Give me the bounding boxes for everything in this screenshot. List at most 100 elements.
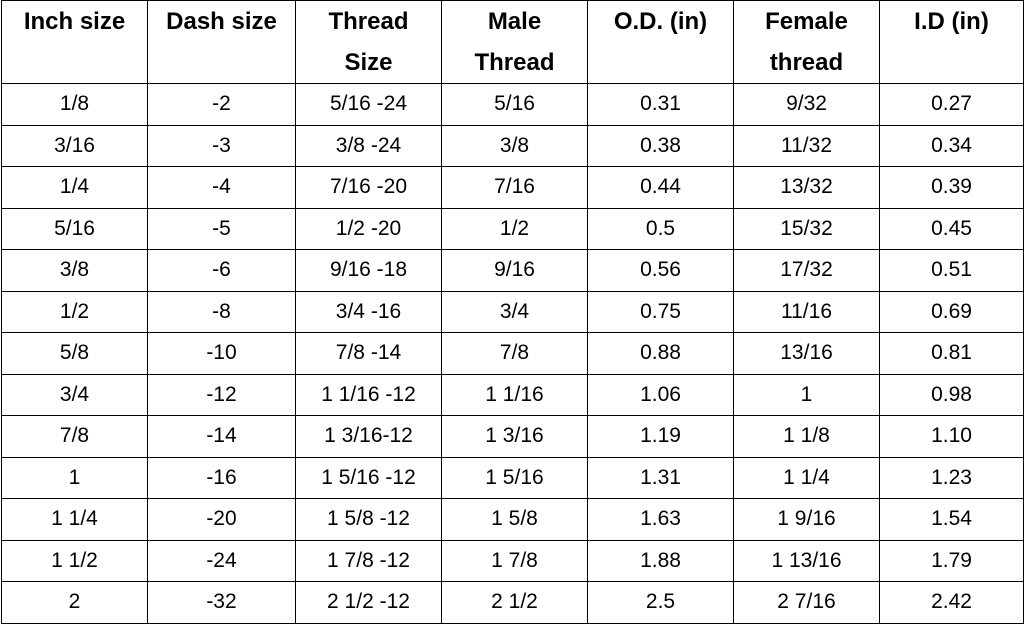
header-line: O.D. (in) [613, 8, 708, 35]
cell-dash-size: -12 [147, 373, 296, 416]
cell-male-thread: 1 7/8 [441, 539, 588, 582]
cell-od: 0.75 [587, 290, 734, 333]
header-line: Thread [328, 8, 409, 35]
cell-dash-size: -8 [147, 290, 296, 333]
cell-inch-size: 3/8 [1, 249, 148, 292]
cell-id: 0.39 [879, 166, 1024, 209]
cell-thread-size: 1 5/16 -12 [295, 456, 442, 499]
cell-male-thread: 1 5/8 [441, 498, 588, 541]
header-line: Inch size [23, 8, 126, 35]
table-row: 5/16 -5 1/2 -20 1/2 0.5 15/32 0.45 [1, 207, 1024, 250]
cell-od: 2.5 [587, 581, 734, 624]
cell-female-thread: 15/32 [733, 207, 880, 250]
cell-female-thread: 1 13/16 [733, 539, 880, 582]
cell-inch-size: 2 [1, 581, 148, 624]
cell-inch-size: 1 [1, 456, 148, 499]
cell-id: 0.34 [879, 124, 1024, 167]
table-header-row: Inch size Dash size Thread Size Male Thr… [1, 0, 1024, 84]
cell-od: 0.56 [587, 249, 734, 292]
cell-inch-size: 3/16 [1, 124, 148, 167]
cell-id: 0.45 [879, 207, 1024, 250]
cell-female-thread: 1 1/4 [733, 456, 880, 499]
cell-inch-size: 1/4 [1, 166, 148, 209]
table-row: 2 -32 2 1/2 -12 2 1/2 2.5 2 7/16 2.42 [1, 581, 1024, 624]
cell-dash-size: -14 [147, 415, 296, 458]
cell-dash-size: -32 [147, 581, 296, 624]
cell-dash-size: -3 [147, 124, 296, 167]
cell-dash-size: -20 [147, 498, 296, 541]
cell-id: 0.81 [879, 332, 1024, 375]
cell-male-thread: 1/2 [441, 207, 588, 250]
header-line: Dash size [166, 8, 277, 35]
cell-thread-size: 3/4 -16 [295, 290, 442, 333]
cell-dash-size: -4 [147, 166, 296, 209]
cell-od: 1.19 [587, 415, 734, 458]
cell-inch-size: 3/4 [1, 373, 148, 416]
cell-id: 0.69 [879, 290, 1024, 333]
header-inch-size: Inch size [1, 0, 148, 84]
table-body: 1/8 -2 5/16 -24 5/16 0.31 9/32 0.27 3/16 -3 3/8 -… [1, 83, 1024, 624]
cell-female-thread: 1 9/16 [733, 498, 880, 541]
table-row: 1 1/2 -24 1 7/8 -12 1 7/8 1.88 1 13/16 1.79 [1, 539, 1024, 582]
cell-od: 1.88 [587, 539, 734, 582]
cell-inch-size: 5/16 [1, 207, 148, 250]
cell-id: 1.79 [879, 539, 1024, 582]
cell-od: 0.31 [587, 83, 734, 126]
table-row: 3/16 -3 3/8 -24 3/8 0.38 11/32 0.34 [1, 124, 1024, 167]
cell-female-thread: 17/32 [733, 249, 880, 292]
cell-female-thread: 11/16 [733, 290, 880, 333]
table-row: 3/8 -6 9/16 -18 9/16 0.56 17/32 0.51 [1, 249, 1024, 292]
cell-inch-size: 1 1/4 [1, 498, 148, 541]
cell-female-thread: 11/32 [733, 124, 880, 167]
header-id: I.D (in) [879, 0, 1024, 84]
cell-male-thread: 5/16 [441, 83, 588, 126]
cell-male-thread: 2 1/2 [441, 581, 588, 624]
table-row: 1 -16 1 5/16 -12 1 5/16 1.31 1 1/4 1.23 [1, 456, 1024, 499]
cell-od: 1.06 [587, 373, 734, 416]
header-line: Male [487, 8, 542, 35]
table-row: 1/8 -2 5/16 -24 5/16 0.31 9/32 0.27 [1, 83, 1024, 126]
cell-od: 0.44 [587, 166, 734, 209]
cell-thread-size: 3/8 -24 [295, 124, 442, 167]
cell-inch-size: 1/2 [1, 290, 148, 333]
cell-id: 0.51 [879, 249, 1024, 292]
header-line: thread [769, 49, 844, 76]
cell-thread-size: 2 1/2 -12 [295, 581, 442, 624]
cell-inch-size: 5/8 [1, 332, 148, 375]
cell-female-thread: 13/16 [733, 332, 880, 375]
header-dash-size: Dash size [147, 0, 296, 84]
header-od: O.D. (in) [587, 0, 734, 84]
cell-dash-size: -10 [147, 332, 296, 375]
cell-thread-size: 1 7/8 -12 [295, 539, 442, 582]
header-line: Size [344, 49, 393, 76]
cell-thread-size: 1/2 -20 [295, 207, 442, 250]
table-row: 7/8 -14 1 3/16-12 1 3/16 1.19 1 1/8 1.10 [1, 415, 1024, 458]
cell-male-thread: 7/16 [441, 166, 588, 209]
cell-male-thread: 1 1/16 [441, 373, 588, 416]
cell-dash-size: -16 [147, 456, 296, 499]
cell-male-thread: 1 3/16 [441, 415, 588, 458]
cell-female-thread: 1 [733, 373, 880, 416]
table-row: 1 1/4 -20 1 5/8 -12 1 5/8 1.63 1 9/16 1.54 [1, 498, 1024, 541]
table-row: 3/4 -12 1 1/16 -12 1 1/16 1.06 1 0.98 [1, 373, 1024, 416]
cell-female-thread: 9/32 [733, 83, 880, 126]
cell-thread-size: 1 3/16-12 [295, 415, 442, 458]
cell-male-thread: 3/4 [441, 290, 588, 333]
cell-id: 0.98 [879, 373, 1024, 416]
header-line: I.D (in) [914, 8, 989, 35]
table-row: 5/8 -10 7/8 -14 7/8 0.88 13/16 0.81 [1, 332, 1024, 375]
cell-id: 1.23 [879, 456, 1024, 499]
header-thread-size: Thread Size [295, 0, 442, 84]
table-row: 1/2 -8 3/4 -16 3/4 0.75 11/16 0.69 [1, 290, 1024, 333]
cell-female-thread: 13/32 [733, 166, 880, 209]
cell-male-thread: 1 5/16 [441, 456, 588, 499]
header-female-thread: Female thread [733, 0, 880, 84]
cell-female-thread: 1 1/8 [733, 415, 880, 458]
cell-female-thread: 2 7/16 [733, 581, 880, 624]
cell-dash-size: -24 [147, 539, 296, 582]
cell-od: 0.38 [587, 124, 734, 167]
cell-id: 1.54 [879, 498, 1024, 541]
cell-male-thread: 3/8 [441, 124, 588, 167]
cell-male-thread: 7/8 [441, 332, 588, 375]
